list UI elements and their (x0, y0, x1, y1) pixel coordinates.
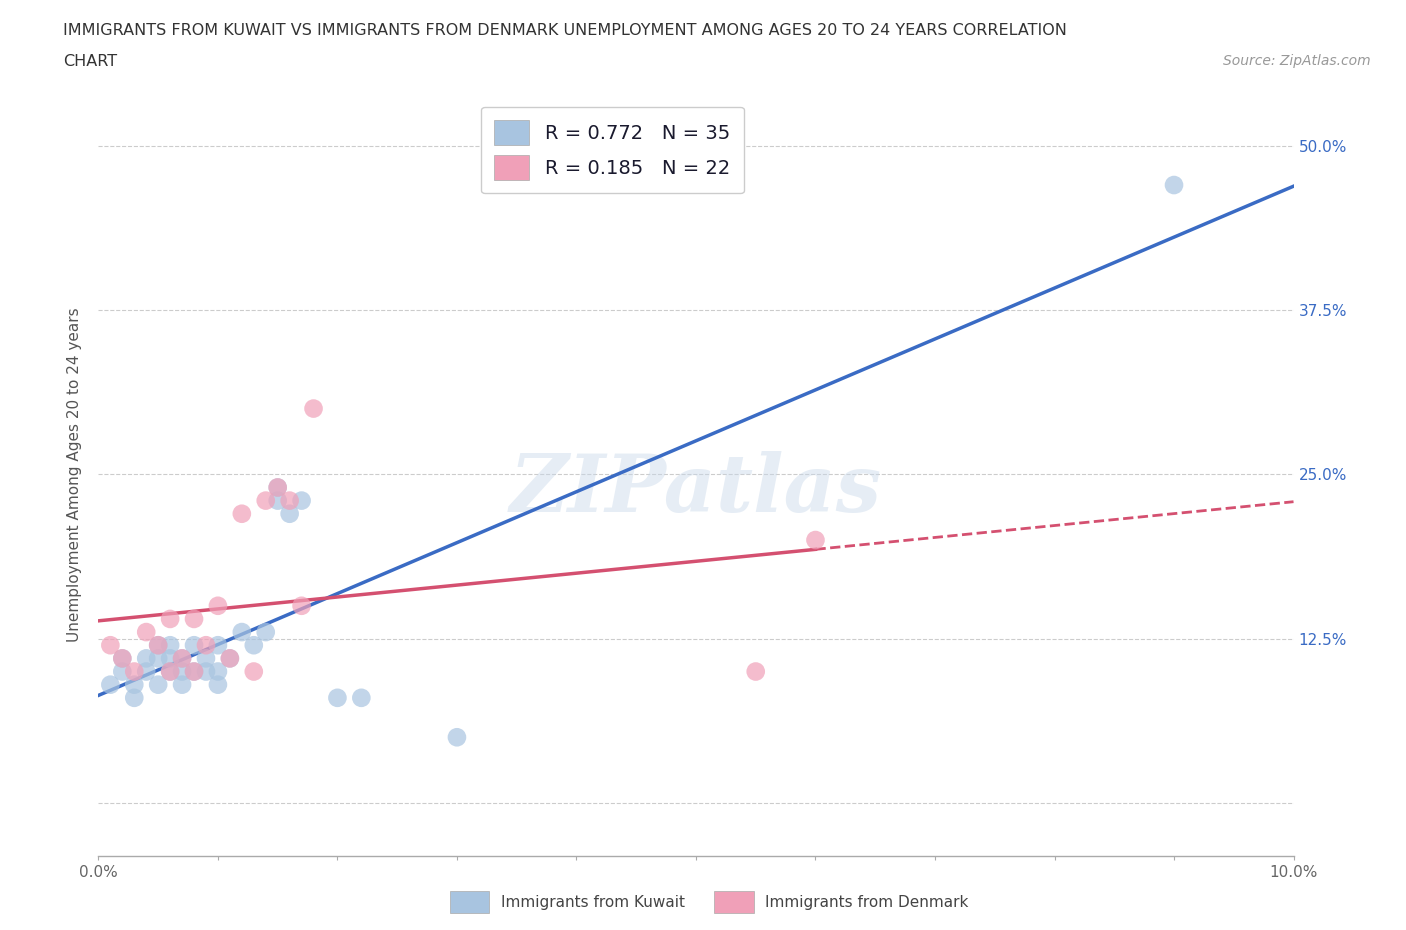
Point (148, 651, 170, 666)
Point (124, 664, 146, 679)
Point (267, 480, 290, 495)
Point (159, 651, 181, 666)
Point (219, 651, 242, 666)
Point (159, 664, 181, 679)
Point (243, 664, 266, 679)
Point (148, 677, 170, 692)
Point (159, 664, 181, 679)
Point (326, 690, 349, 705)
Point (172, 651, 194, 666)
Point (350, 690, 373, 705)
Point (254, 625, 277, 640)
Point (135, 625, 157, 640)
Point (219, 651, 242, 666)
Point (172, 677, 194, 692)
Point (135, 651, 157, 666)
Point (159, 638, 181, 653)
Point (111, 664, 134, 679)
Point (278, 506, 301, 521)
Point (135, 664, 157, 679)
Text: Immigrants from Kuwait: Immigrants from Kuwait (501, 895, 685, 910)
Point (159, 612, 181, 627)
Point (124, 677, 146, 692)
Point (183, 664, 205, 679)
Y-axis label: Unemployment Among Ages 20 to 24 years: Unemployment Among Ages 20 to 24 years (67, 307, 83, 642)
Point (148, 638, 170, 653)
Point (446, 730, 468, 745)
Point (291, 598, 314, 613)
Text: Immigrants from Denmark: Immigrants from Denmark (765, 895, 969, 910)
Text: CHART: CHART (63, 54, 117, 69)
Bar (450, 891, 489, 913)
Bar (714, 891, 754, 913)
Point (98, 677, 122, 692)
Point (267, 493, 290, 508)
Point (1163, 178, 1185, 193)
Point (207, 598, 229, 613)
Point (207, 638, 229, 653)
Point (207, 677, 229, 692)
Point (195, 638, 218, 653)
Point (183, 638, 205, 653)
Point (231, 625, 253, 640)
Point (111, 651, 134, 666)
Point (804, 533, 827, 548)
Legend: R = 0.772   N = 35, R = 0.185   N = 22: R = 0.772 N = 35, R = 0.185 N = 22 (481, 107, 744, 193)
Point (243, 638, 266, 653)
Point (195, 651, 218, 666)
Point (231, 506, 253, 521)
Point (291, 493, 314, 508)
Point (172, 651, 194, 666)
Point (124, 690, 146, 705)
Text: ZIPatlas: ZIPatlas (510, 451, 882, 528)
Text: IMMIGRANTS FROM KUWAIT VS IMMIGRANTS FROM DENMARK UNEMPLOYMENT AMONG AGES 20 TO : IMMIGRANTS FROM KUWAIT VS IMMIGRANTS FRO… (63, 23, 1067, 38)
Point (111, 651, 134, 666)
Point (267, 480, 290, 495)
Point (745, 664, 768, 679)
Text: Source: ZipAtlas.com: Source: ZipAtlas.com (1223, 54, 1371, 68)
Point (148, 638, 170, 653)
Point (98, 638, 122, 653)
Point (195, 664, 218, 679)
Point (172, 664, 194, 679)
Point (254, 493, 277, 508)
Point (183, 664, 205, 679)
Point (278, 493, 301, 508)
Point (302, 401, 325, 416)
Point (207, 664, 229, 679)
Point (183, 612, 205, 627)
